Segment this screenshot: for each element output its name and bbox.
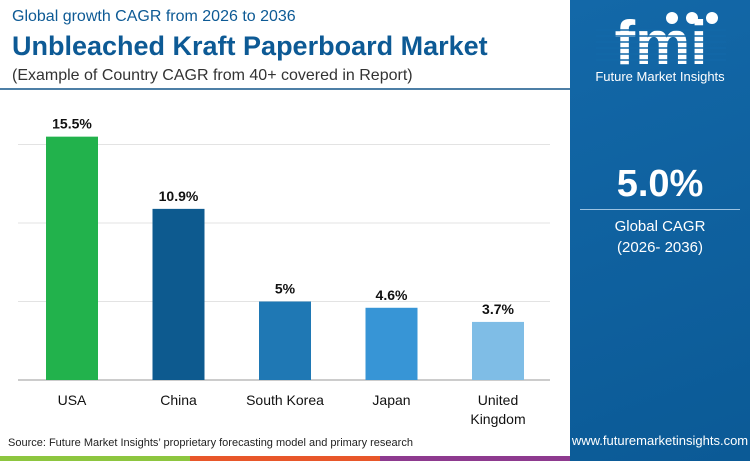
chart-subtitle: Global growth CAGR from 2026 to 2036 — [12, 8, 296, 25]
bar — [46, 136, 98, 380]
brand-name: Future Market Insights — [595, 69, 725, 84]
data-label: 10.9% — [159, 188, 199, 204]
fmi-logo: fmi — [596, 10, 726, 70]
bar — [259, 301, 311, 380]
chart-title: Unbleached Kraft Paperboard Market — [12, 31, 488, 61]
bar — [152, 208, 205, 380]
bar — [365, 307, 418, 380]
data-label: 4.6% — [376, 287, 408, 303]
category-label: Kingdom — [470, 411, 525, 427]
category-label: United — [478, 392, 518, 408]
category-label: China — [160, 392, 197, 408]
header-divider — [0, 88, 570, 90]
cagr-divider — [580, 209, 740, 210]
global-cagr-label: Global CAGR (2026- 2036) — [570, 216, 750, 258]
data-label: 3.7% — [482, 301, 514, 317]
cagr-period: (2026- 2036) — [617, 239, 703, 256]
source-note: Source: Future Market Insights’ propriet… — [8, 437, 413, 449]
cagr-label: Global CAGR — [614, 218, 706, 235]
side-panel — [570, 0, 750, 461]
bar-chart: 15.5% 10.9% 5% 4.6% 3.7% USA China South Korea J… — [18, 116, 550, 427]
color-strip-purple — [380, 456, 570, 461]
chart-note: (Example of Country CAGR from 40+ covere… — [12, 67, 413, 84]
color-strip-orange — [190, 456, 380, 461]
category-label: South Korea — [246, 392, 324, 408]
color-strip-green — [0, 456, 190, 461]
category-label: USA — [58, 392, 87, 408]
website-link[interactable]: www.futuremarketinsights.com — [571, 433, 749, 448]
global-cagr-value: 5.0% — [616, 163, 704, 205]
category-label: Japan — [372, 392, 410, 408]
bar — [472, 321, 524, 380]
data-label: 15.5% — [52, 116, 92, 132]
data-label: 5% — [275, 281, 296, 297]
